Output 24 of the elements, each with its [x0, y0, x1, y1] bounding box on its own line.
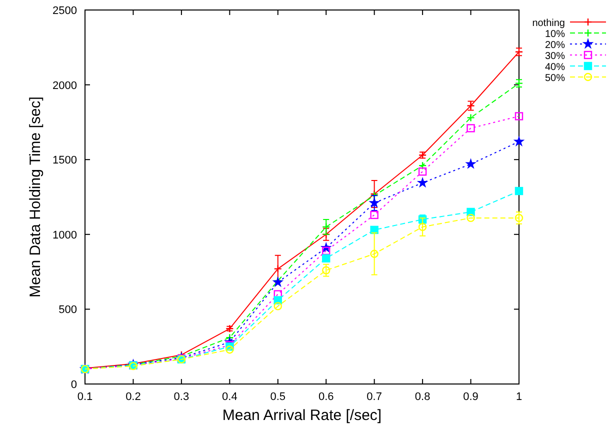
legend-label: 40% — [544, 62, 566, 73]
legend-label: 50% — [544, 73, 566, 84]
legend-label: 30% — [544, 51, 566, 62]
x-tick-label: 0.2 — [126, 391, 141, 403]
legend-label: 20% — [544, 40, 566, 51]
y-tick-label: 2500 — [52, 5, 77, 17]
x-tick-label: 0.3 — [174, 391, 190, 403]
y-tick-label: 1500 — [52, 154, 77, 167]
x-tick-label: 0.4 — [222, 391, 238, 403]
x-tick-label: 0.1 — [77, 391, 93, 403]
x-tick-label: 0.7 — [366, 391, 382, 403]
legend-label: 10% — [544, 29, 566, 40]
x-tick-label: 0.5 — [270, 391, 286, 403]
x-tick-label: 0.6 — [318, 391, 334, 403]
y-tick-label: 500 — [58, 304, 77, 316]
x-axis-title: Mean Arrival Rate [/sec] — [222, 407, 382, 424]
y-tick-label: 2000 — [52, 80, 77, 92]
x-tick-label: 0.8 — [414, 391, 430, 403]
y-tick-label: 0 — [70, 379, 77, 391]
x-tick-label: 0.9 — [463, 391, 478, 403]
y-axis-title: Mean Data Holding Time [sec] — [27, 96, 44, 298]
x-tick-label: 1 — [516, 391, 522, 403]
y-tick-label: 1000 — [52, 229, 77, 242]
legend-label: nothing — [532, 18, 565, 29]
